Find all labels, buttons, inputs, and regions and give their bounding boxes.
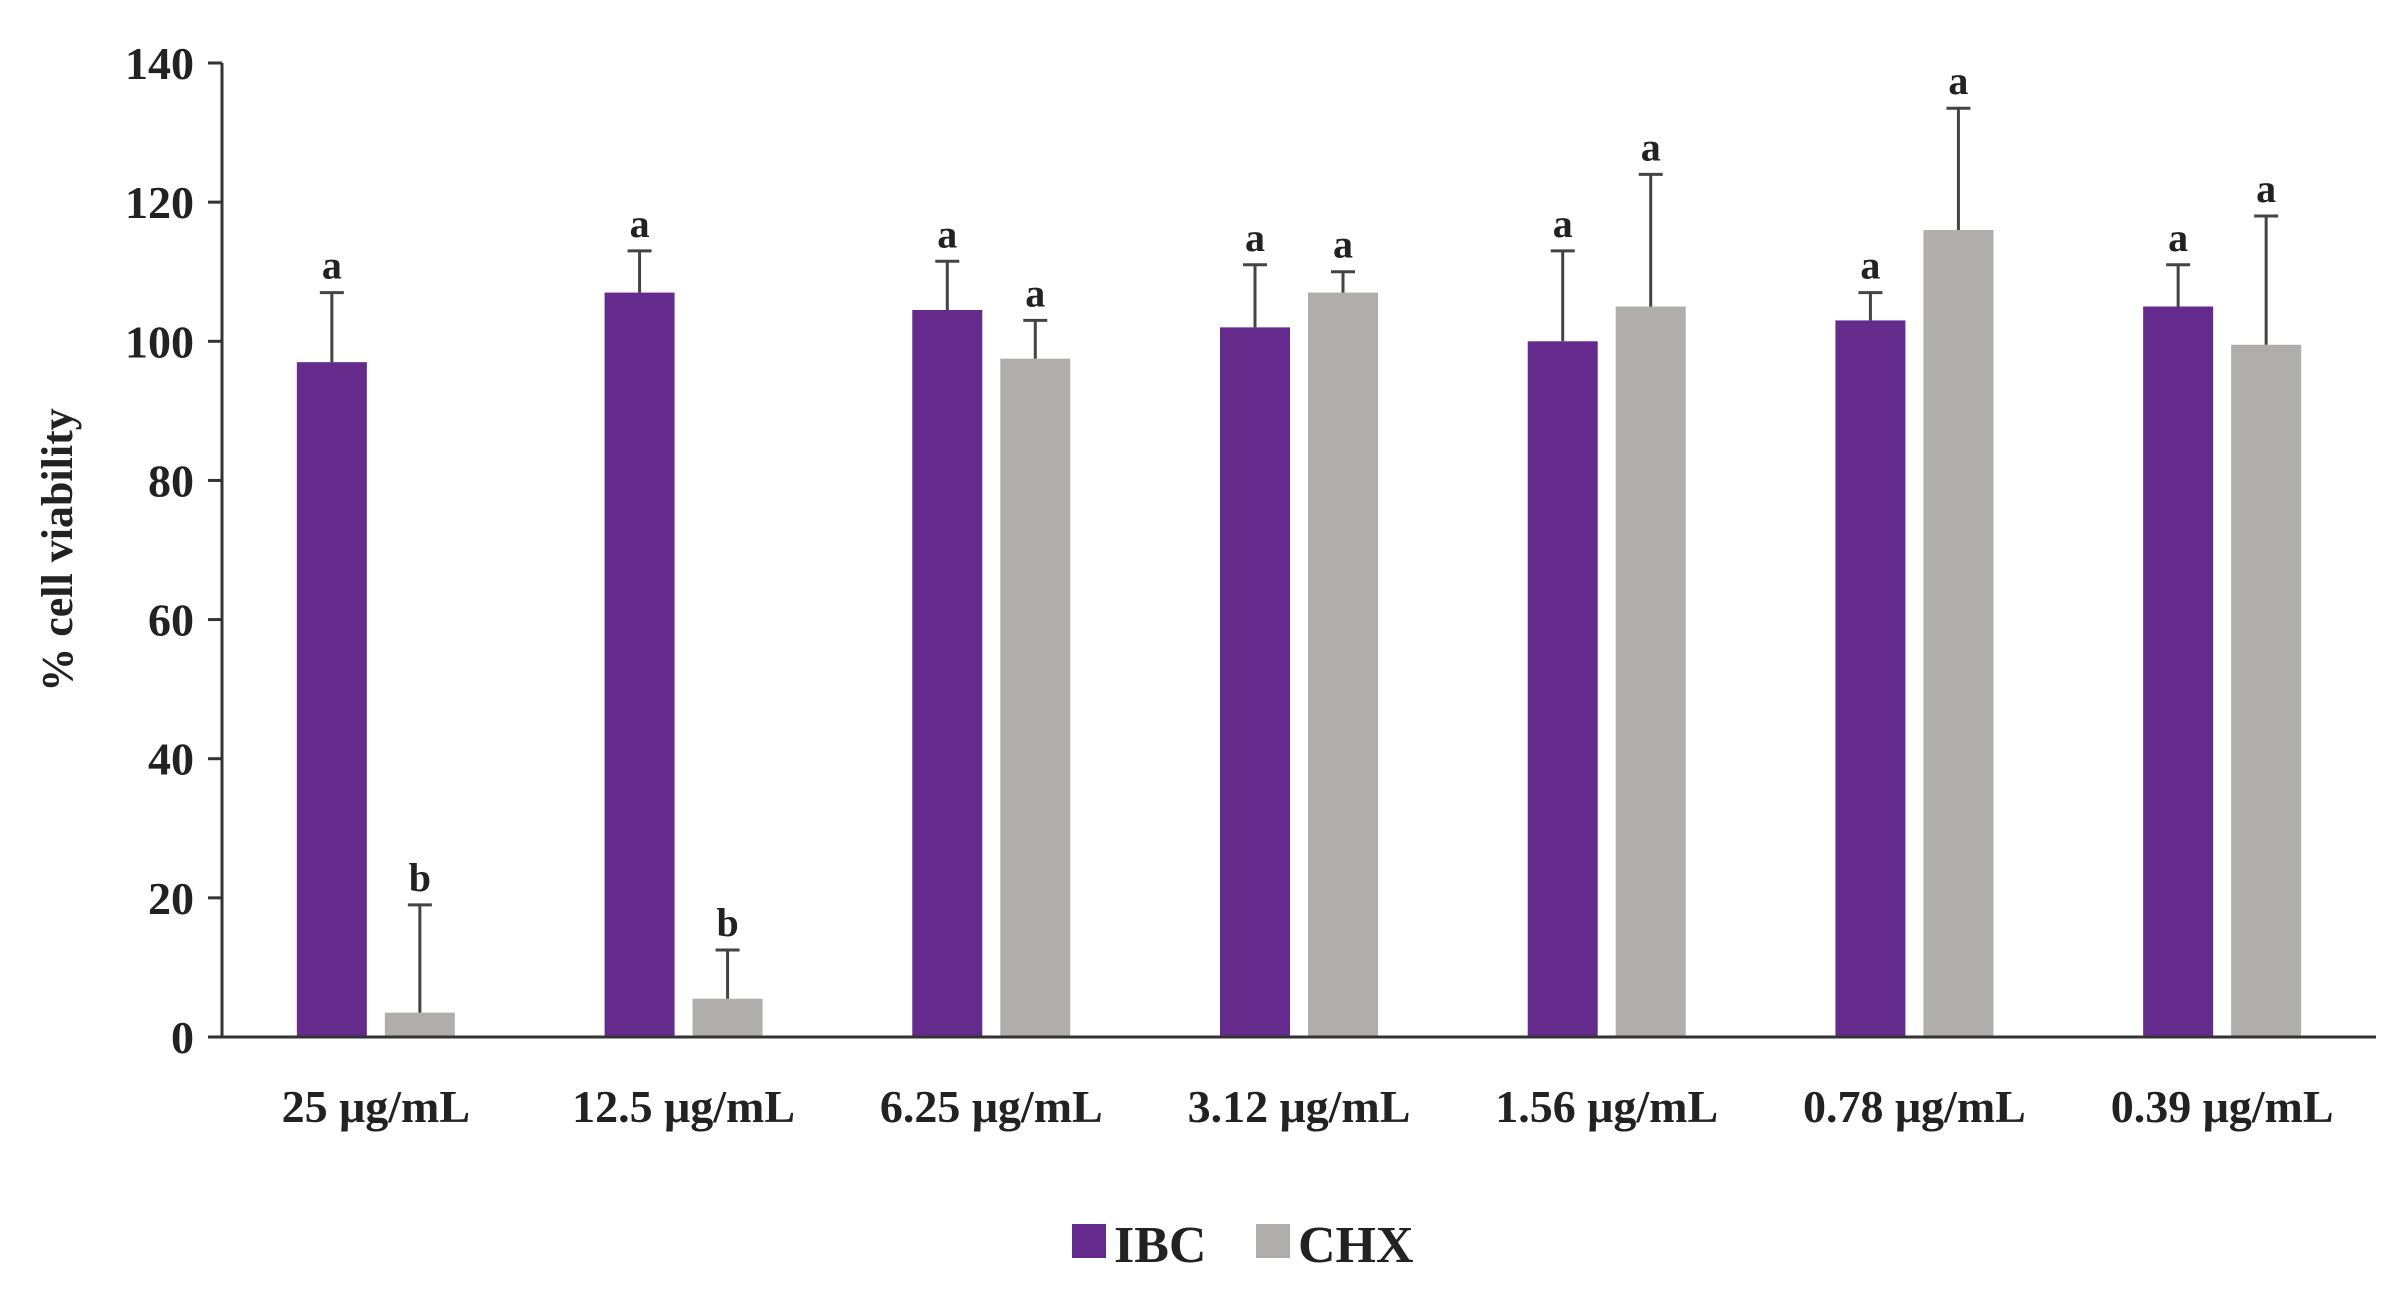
significance-letter-chx-0: b [409, 855, 431, 900]
error-bars-layer [319, 106, 2279, 1013]
x-tick-label-1: 12.5 μg/mL [572, 1081, 795, 1132]
bar-ibc-4 [1527, 341, 1598, 1037]
x-tick-label-2: 6.25 μg/mL [880, 1081, 1103, 1132]
significance-letter-ibc-5: a [1860, 243, 1880, 288]
legend-swatch-ibc [1072, 1224, 1106, 1258]
y-tick-label-1: 20 [148, 873, 194, 924]
y-tick-label-7: 140 [125, 38, 194, 89]
significance-letter-ibc-4: a [1553, 201, 1573, 246]
x-tick-label-0: 25 μg/mL [282, 1081, 470, 1132]
significance-letter-chx-2: a [1025, 270, 1045, 315]
bar-chx-1 [692, 998, 763, 1037]
x-tick-label-6: 0.39 μg/mL [2111, 1081, 2334, 1132]
bar-chx-4 [1615, 306, 1686, 1037]
significance-letter-ibc-2: a [937, 211, 957, 256]
bar-chx-5 [1923, 229, 1994, 1037]
significance-letter-chx-1: b [716, 900, 738, 945]
significance-layer: a b a b a a a a a a a a a a [322, 58, 2276, 945]
bar-chx-3 [1308, 292, 1378, 1038]
y-tick-label-4: 80 [148, 455, 194, 506]
y-tick-label-3: 60 [148, 595, 194, 646]
significance-letter-ibc-3: a [1245, 215, 1265, 260]
significance-letter-ibc-1: a [630, 201, 650, 246]
significance-letter-ibc-6: a [2168, 215, 2188, 260]
significance-letter-chx-4: a [1641, 124, 1661, 169]
bar-ibc-2 [912, 309, 983, 1037]
x-tick-label-4: 1.56 μg/mL [1495, 1081, 1718, 1132]
bar-ibc-5 [1835, 320, 1906, 1037]
y-tick-label-5: 100 [125, 316, 194, 367]
bar-ibc-3 [1220, 327, 1290, 1037]
significance-letter-chx-3: a [1333, 222, 1353, 267]
x-tick-label-3: 3.12 μg/mL [1188, 1081, 1411, 1132]
significance-letter-chx-5: a [1948, 58, 1968, 103]
y-axis-title: % cell viability [33, 408, 82, 692]
significance-letter-ibc-0: a [322, 243, 342, 288]
y-tick-label-0: 0 [171, 1012, 194, 1063]
legend-swatch-chx [1256, 1224, 1290, 1258]
bar-ibc-1 [604, 292, 675, 1038]
y-tick-label-2: 40 [148, 734, 194, 785]
x-tick-label-5: 0.78 μg/mL [1803, 1081, 2026, 1132]
legend-label-ibc: IBC [1114, 1217, 1206, 1274]
bars-layer [296, 229, 2302, 1038]
bar-chx-0 [384, 1012, 455, 1037]
significance-letter-chx-6: a [2256, 166, 2276, 211]
bar-chx-6 [2231, 344, 2302, 1037]
bar-ibc-0 [296, 362, 367, 1038]
bar-chx-2 [1000, 358, 1071, 1037]
legend: IBC CHX [1072, 1217, 1414, 1274]
y-tick-label-6: 120 [125, 177, 194, 228]
bar-ibc-6 [2143, 306, 2214, 1037]
legend-label-chx: CHX [1298, 1217, 1414, 1274]
axes-layer: 25 μg/mL 12.5 μg/mL 6.25 μg/mL 3.12 μg/mL 1.… [33, 38, 2376, 1132]
